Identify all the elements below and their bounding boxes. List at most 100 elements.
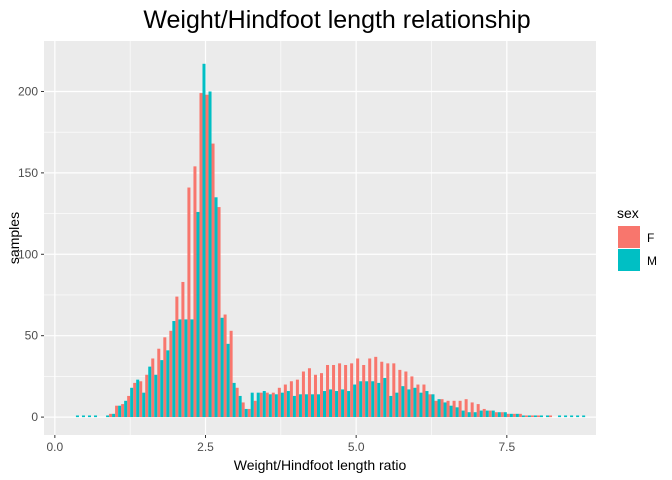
bar-f [115, 405, 119, 418]
panel-background [44, 41, 596, 435]
bar-m [172, 321, 176, 418]
bars [75, 63, 586, 418]
bar-m [160, 360, 164, 418]
bar-m [304, 394, 308, 418]
bar-m [184, 319, 188, 418]
bar-f [211, 143, 215, 418]
bar-m [443, 402, 447, 418]
y-tick-label: 150 [18, 166, 38, 180]
bar-m [545, 415, 549, 418]
bar-f [410, 376, 414, 418]
bar-f [440, 399, 444, 418]
bar-m [473, 412, 477, 418]
legend: sex F M [617, 205, 657, 271]
bar-f [223, 314, 227, 418]
bar-f [169, 330, 173, 418]
bar-f [446, 400, 450, 418]
bar-m [353, 384, 357, 418]
bar-f [422, 384, 426, 418]
bar-f [338, 363, 342, 418]
bar-m [323, 391, 327, 418]
bar-m [539, 415, 543, 418]
x-tick-label: 0.0 [47, 440, 64, 454]
bar-m [515, 413, 519, 418]
bar-f [530, 415, 534, 418]
bar-m [250, 392, 254, 418]
bar-m [371, 381, 375, 418]
bar-f [235, 387, 239, 418]
bar-m [365, 381, 369, 418]
bar-f [121, 404, 125, 418]
bar-m [359, 381, 363, 418]
bar-m [106, 415, 110, 418]
bar-m [232, 382, 236, 418]
bar-f [416, 384, 420, 418]
bar-f [464, 399, 468, 418]
bar-m [437, 399, 441, 418]
bar-m [208, 91, 212, 418]
bar-f [313, 374, 317, 418]
legend-label-f: F [647, 231, 654, 245]
legend-key-m [618, 249, 640, 271]
bar-m [148, 366, 152, 418]
bar-m [214, 197, 218, 418]
bar-f [476, 404, 480, 418]
bar-f [175, 296, 179, 418]
bar-m [226, 343, 230, 418]
y-axis-title: samples [6, 212, 22, 264]
bar-m [274, 394, 278, 418]
bar-m [491, 410, 495, 418]
x-axis: 0.0 2.5 5.0 7.5 [47, 435, 515, 454]
bar-f [332, 364, 336, 418]
bar-f [133, 382, 137, 418]
bar-f [193, 166, 197, 418]
bar-m [533, 415, 537, 418]
bar-m [497, 412, 501, 418]
chart-title: Weight/Hindfoot length relationship [143, 6, 530, 34]
bar-f [295, 379, 299, 418]
bar-m [286, 391, 290, 418]
bar-m [558, 415, 562, 418]
bar-f [247, 408, 251, 418]
bar-f [217, 207, 221, 418]
bar-m [467, 412, 471, 418]
bar-m [166, 350, 170, 418]
x-tick-label: 5.0 [348, 440, 365, 454]
bar-f [289, 381, 293, 418]
legend-label-m: M [647, 254, 657, 268]
bar-f [368, 358, 372, 418]
legend-key-f [618, 226, 640, 248]
bar-m [425, 391, 429, 418]
bar-f [392, 363, 396, 418]
bar-m [154, 374, 158, 418]
bar-m [527, 415, 531, 418]
bar-f [139, 381, 143, 418]
bar-m [87, 415, 91, 418]
bar-f [500, 412, 504, 418]
bar-m [582, 415, 586, 418]
bar-m [256, 392, 260, 418]
bar-m [461, 410, 465, 418]
bar-f [458, 400, 462, 418]
y-axis: 0 50 100 150 200 [18, 84, 44, 424]
bar-f [512, 413, 516, 418]
bar-f [157, 348, 161, 418]
x-tick-label: 2.5 [197, 440, 214, 454]
bar-m [292, 395, 296, 418]
bar-f [488, 410, 492, 418]
bar-f [109, 413, 113, 418]
bar-m [220, 317, 224, 418]
bar-m [196, 211, 200, 418]
bar-m [479, 410, 483, 418]
bar-f [386, 363, 390, 418]
bar-f [241, 402, 245, 418]
bar-f [326, 364, 330, 418]
bar-f [404, 371, 408, 418]
bar-f [301, 371, 305, 418]
bar-m [485, 410, 489, 418]
bar-m [268, 394, 272, 418]
bar-m [130, 387, 134, 418]
bar-f [549, 415, 553, 418]
bar-f [470, 402, 474, 418]
